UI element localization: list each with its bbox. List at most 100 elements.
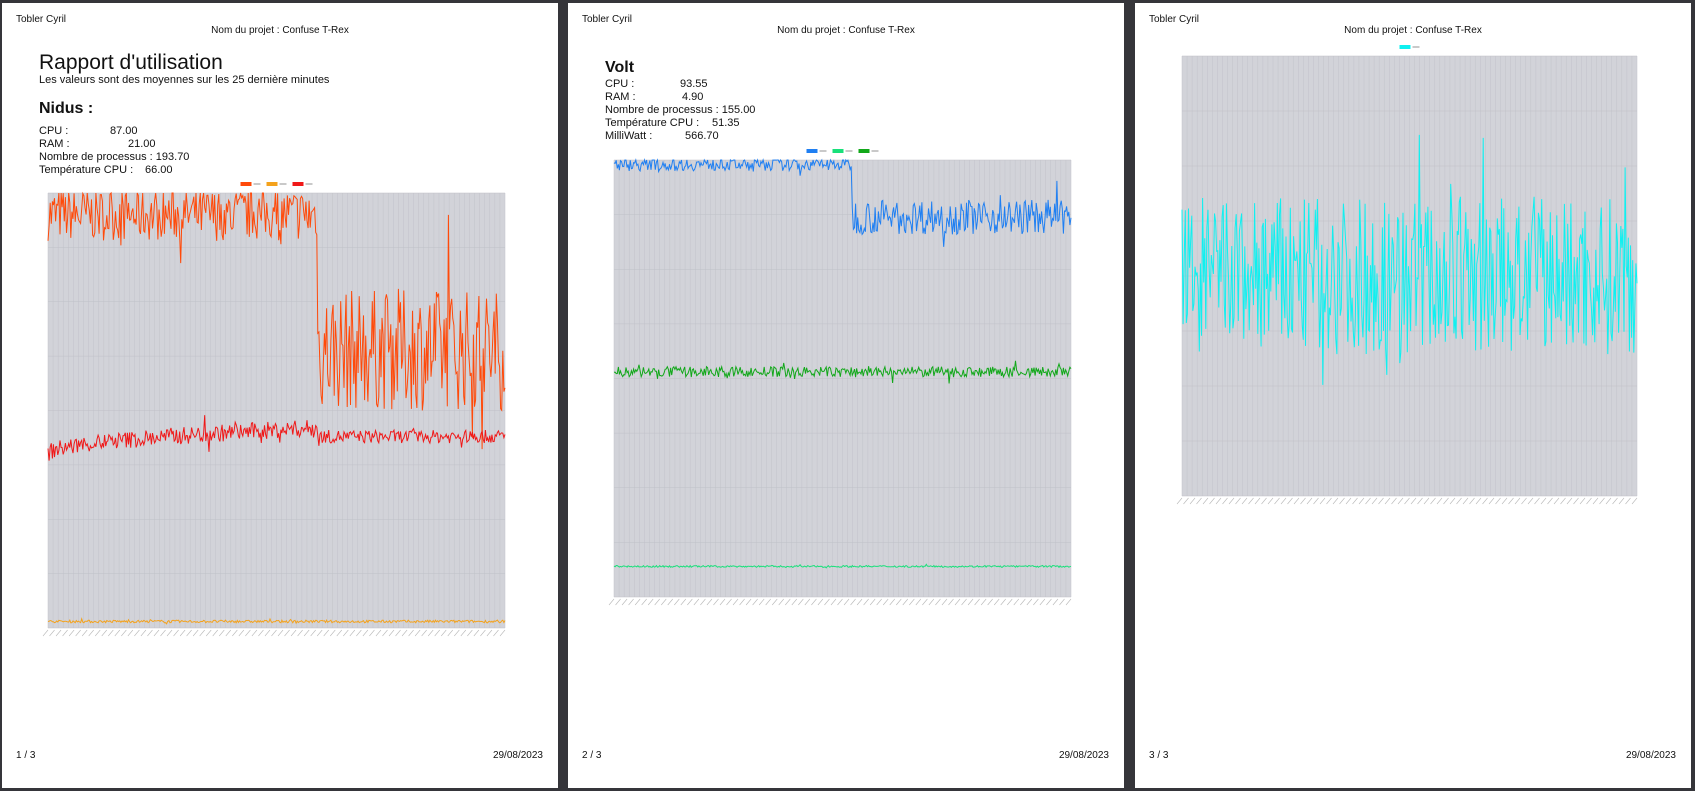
x-tick-label xyxy=(316,629,323,637)
x-tick-label xyxy=(680,598,687,606)
legend-label-placeholder xyxy=(845,150,853,152)
author-name: Tobler Cyril xyxy=(582,14,633,25)
report-date: 29/08/2023 xyxy=(1058,750,1109,761)
stat-ram: RAM :4.90 xyxy=(605,91,704,103)
author-name: Tobler Cyril xyxy=(1149,14,1200,25)
x-tick-label xyxy=(460,629,467,637)
x-tick-label xyxy=(441,629,447,637)
usage-chart-3 xyxy=(1176,45,1638,505)
x-tick-label xyxy=(1469,497,1475,505)
x-tick-label xyxy=(232,629,238,637)
x-tick-label xyxy=(1514,497,1521,505)
stat-processes: Nombre de processus : 193.70 xyxy=(39,151,190,163)
x-tick-label xyxy=(356,629,362,637)
x-tick-label xyxy=(837,598,843,606)
x-tick-label xyxy=(1319,497,1326,505)
x-tick-label xyxy=(1501,497,1508,505)
x-tick-label xyxy=(1059,598,1065,606)
x-tick-label xyxy=(980,598,987,606)
x-tick-label xyxy=(166,629,173,637)
x-tick-label xyxy=(1540,497,1547,505)
x-tick-label xyxy=(454,629,460,637)
x-tick-label xyxy=(1423,497,1430,505)
x-tick-label xyxy=(687,598,693,606)
x-tick-label xyxy=(1534,497,1540,505)
x-tick-label xyxy=(421,629,427,637)
x-tick-label xyxy=(1547,497,1553,505)
legend-label-placeholder xyxy=(279,183,287,185)
page-number: 2 / 3 xyxy=(582,750,602,761)
report-subtitle: Les valeurs sont des moyennes sur les 25… xyxy=(39,74,330,86)
author-name: Tobler Cyril xyxy=(16,14,67,25)
x-tick-label xyxy=(1443,497,1449,505)
x-tick-label xyxy=(94,629,101,637)
stat-processes: Nombre de processus : 155.00 xyxy=(605,104,756,116)
x-tick-label xyxy=(212,629,218,637)
x-tick-label xyxy=(817,598,824,606)
x-tick-label xyxy=(1579,497,1586,505)
x-tick-label xyxy=(251,629,258,637)
stat-cpu-temp: Température CPU :51.35 xyxy=(605,117,740,129)
device-stats: CPU :93.55 RAM :4.90 Nombre de processus… xyxy=(605,78,755,143)
x-tick-label xyxy=(1566,497,1573,505)
legend-label-placeholder xyxy=(1412,46,1420,48)
x-tick-label xyxy=(1475,497,1482,505)
x-tick-label xyxy=(486,629,493,637)
x-tick-label xyxy=(42,629,49,637)
x-tick-label xyxy=(330,629,336,637)
x-tick-label xyxy=(667,598,673,606)
legend-swatch xyxy=(292,182,304,186)
x-tick-label xyxy=(621,598,628,606)
x-tick-label xyxy=(869,598,876,606)
x-tick-label xyxy=(752,598,758,606)
x-tick-label xyxy=(1267,497,1274,505)
x-tick-label xyxy=(713,598,719,606)
legend-swatch xyxy=(806,149,818,153)
x-tick-label xyxy=(745,598,752,606)
x-tick-label xyxy=(1241,497,1248,505)
x-tick-label xyxy=(277,629,284,637)
x-tick-label xyxy=(1391,497,1397,505)
x-tick-label xyxy=(961,598,967,606)
device-stats: CPU :87.00 RAM :21.00 Nombre de processu… xyxy=(39,125,189,177)
x-tick-label xyxy=(473,629,480,637)
x-tick-label xyxy=(245,629,251,637)
x-tick-label xyxy=(1508,497,1514,505)
x-tick-label xyxy=(1573,497,1579,505)
x-tick-label xyxy=(173,629,179,637)
x-tick-label xyxy=(843,598,850,606)
x-tick-label xyxy=(199,629,205,637)
x-tick-label xyxy=(1196,497,1202,505)
x-tick-label xyxy=(896,598,902,606)
x-tick-label xyxy=(480,629,486,637)
series-line-orange xyxy=(47,191,506,450)
legend-swatch xyxy=(266,182,278,186)
x-tick-label xyxy=(941,598,948,606)
x-tick-label xyxy=(493,629,499,637)
x-tick-label xyxy=(1215,497,1222,505)
x-tick-label xyxy=(68,629,75,637)
x-tick-label xyxy=(1462,497,1469,505)
page-number: 3 / 3 xyxy=(1149,750,1169,761)
x-tick-label xyxy=(1046,598,1052,606)
x-tick-label xyxy=(719,598,726,606)
x-tick-label xyxy=(726,598,732,606)
x-tick-label xyxy=(660,598,667,606)
x-tick-label xyxy=(954,598,961,606)
x-tick-label xyxy=(1332,497,1339,505)
x-tick-label xyxy=(1033,598,1039,606)
x-tick-label xyxy=(467,629,473,637)
x-tick-label xyxy=(271,629,277,637)
x-tick-label xyxy=(1287,497,1293,505)
x-tick-label xyxy=(732,598,739,606)
stat-ram: RAM :21.00 xyxy=(39,138,156,150)
x-tick-label xyxy=(81,629,88,637)
report-page-1: Tobler Cyril Nom du projet : Confuse T-R… xyxy=(2,3,558,788)
stat-cpu-temp: Température CPU :66.00 xyxy=(39,164,173,176)
x-tick-label xyxy=(499,629,506,637)
x-tick-label xyxy=(1248,497,1254,505)
x-tick-label xyxy=(856,598,863,606)
x-tick-label xyxy=(140,629,147,637)
x-tick-label xyxy=(863,598,869,606)
x-tick-label xyxy=(49,629,55,637)
